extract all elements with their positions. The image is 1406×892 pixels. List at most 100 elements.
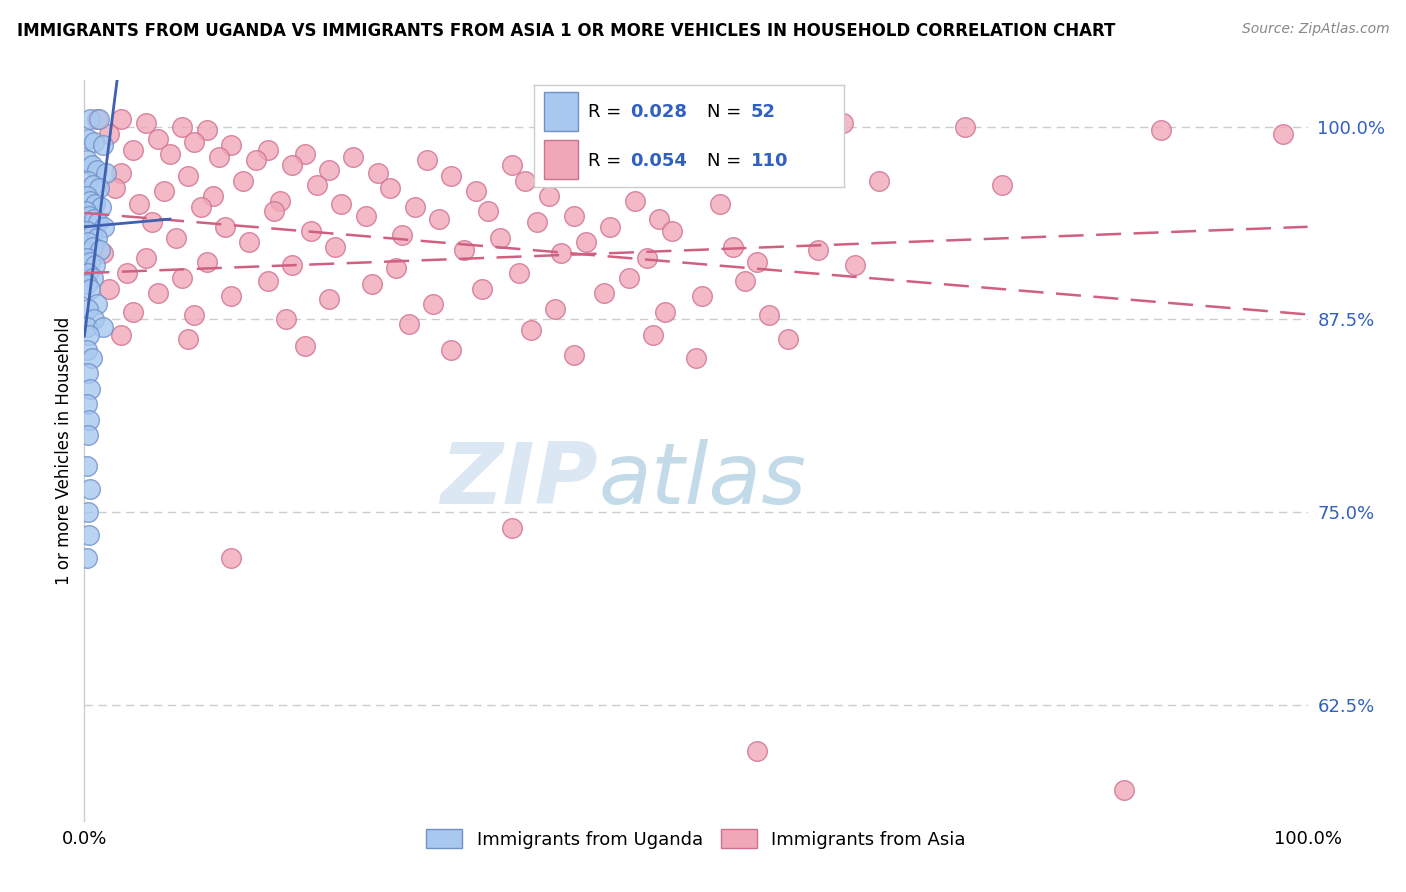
Point xyxy=(844,259,866,273)
Point xyxy=(747,744,769,758)
Point xyxy=(77,235,100,250)
Point xyxy=(269,194,291,208)
Point xyxy=(398,317,420,331)
Point xyxy=(453,243,475,257)
Point xyxy=(685,351,707,365)
Point xyxy=(76,153,98,168)
Point xyxy=(87,112,110,126)
Point xyxy=(79,281,101,295)
Point xyxy=(208,150,231,164)
Point xyxy=(90,200,112,214)
Point xyxy=(575,235,598,250)
Point xyxy=(471,281,494,295)
Point xyxy=(84,196,107,211)
Point xyxy=(464,184,486,198)
Point xyxy=(76,224,98,238)
Point xyxy=(82,178,104,193)
Point xyxy=(219,138,242,153)
Point xyxy=(562,348,585,362)
Point xyxy=(122,304,145,318)
Point xyxy=(599,219,621,234)
Point xyxy=(183,135,205,149)
Point xyxy=(146,132,169,146)
Point xyxy=(104,181,127,195)
Point xyxy=(76,551,98,566)
Point xyxy=(122,143,145,157)
Point xyxy=(257,274,280,288)
Point xyxy=(477,204,499,219)
Point xyxy=(734,274,756,288)
Point xyxy=(508,266,530,280)
Point xyxy=(153,184,176,198)
Point xyxy=(76,343,98,358)
Point xyxy=(276,312,298,326)
Y-axis label: 1 or more Vehicles in Household: 1 or more Vehicles in Household xyxy=(55,317,73,584)
Point xyxy=(440,169,463,183)
Point xyxy=(661,224,683,238)
Point xyxy=(281,158,304,172)
Point xyxy=(776,333,799,347)
Point xyxy=(342,150,364,164)
Point xyxy=(86,162,108,177)
Point xyxy=(110,112,132,126)
Point xyxy=(141,215,163,229)
Point xyxy=(195,122,218,136)
Point xyxy=(177,333,200,347)
Point xyxy=(636,251,658,265)
Point xyxy=(83,212,105,227)
Point xyxy=(318,162,340,177)
Point xyxy=(76,189,98,203)
Point xyxy=(87,215,110,229)
Point xyxy=(709,196,731,211)
FancyBboxPatch shape xyxy=(544,92,578,131)
Point xyxy=(219,551,242,566)
Point xyxy=(159,147,181,161)
Point xyxy=(427,212,450,227)
Point xyxy=(385,261,408,276)
Point xyxy=(586,162,609,177)
Point xyxy=(305,178,328,193)
Point xyxy=(281,259,304,273)
Point xyxy=(747,255,769,269)
Point xyxy=(513,173,536,187)
Point xyxy=(502,158,524,172)
Point xyxy=(219,289,242,303)
Point xyxy=(172,270,194,285)
Point xyxy=(643,327,665,342)
Point xyxy=(77,327,100,342)
Point xyxy=(79,482,101,496)
Point xyxy=(83,312,105,326)
Point xyxy=(526,215,548,229)
Point xyxy=(79,255,101,269)
Point xyxy=(77,209,100,223)
Point xyxy=(991,178,1014,193)
Text: N =: N = xyxy=(707,152,748,169)
Text: R =: R = xyxy=(588,103,627,121)
Point xyxy=(758,308,780,322)
Point xyxy=(77,367,100,381)
Point xyxy=(86,112,108,126)
Point xyxy=(110,327,132,342)
Point xyxy=(391,227,413,242)
Point xyxy=(190,200,212,214)
Point xyxy=(86,230,108,244)
Point xyxy=(1272,128,1295,142)
Point xyxy=(82,270,104,285)
Point xyxy=(593,286,616,301)
Point xyxy=(86,297,108,311)
Point xyxy=(177,169,200,183)
Point xyxy=(617,270,640,285)
Point xyxy=(165,230,187,244)
Point xyxy=(89,243,111,257)
Point xyxy=(79,194,101,208)
Point xyxy=(257,143,280,157)
Point xyxy=(128,196,150,211)
Point xyxy=(538,189,561,203)
Point xyxy=(330,196,353,211)
Point xyxy=(183,308,205,322)
Point xyxy=(83,135,105,149)
Point xyxy=(318,293,340,307)
Point xyxy=(831,116,853,130)
Point xyxy=(654,304,676,318)
Point xyxy=(263,204,285,219)
